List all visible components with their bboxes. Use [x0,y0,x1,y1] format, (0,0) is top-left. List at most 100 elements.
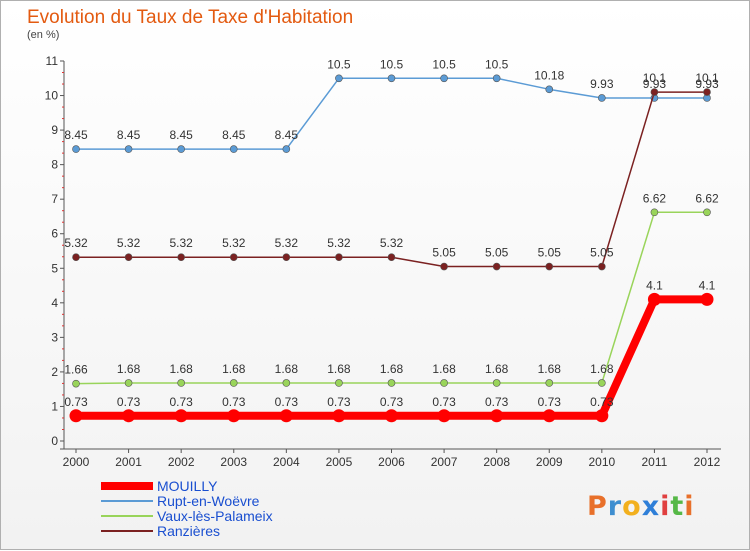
data-point [700,292,714,306]
data-point [598,379,606,387]
data-label: 1.68 [590,362,614,376]
data-point [282,145,291,153]
data-label: 6.62 [695,191,719,205]
data-label: 10.1 [695,71,719,85]
y-tick-label: 0 [51,434,58,448]
y-tick-label: 6 [51,227,58,241]
data-label: 1.68 [485,362,509,376]
data-label: 1.68 [380,362,404,376]
data-point [332,409,346,423]
y-tick-label: 3 [51,330,58,344]
data-label: 0.73 [327,395,351,409]
data-label: 0.73 [169,395,193,409]
y-tick-label: 2 [51,365,58,379]
x-tick-label: 2012 [694,455,721,469]
legend-label: MOUILLY [157,478,218,494]
data-label: 1.66 [64,363,88,377]
data-point [542,409,556,423]
legend-item: Ranzières [101,523,220,539]
data-label: 8.45 [222,128,246,142]
logo-letter: t [670,491,685,522]
data-label: 5.32 [327,236,351,250]
series-lines [69,74,714,423]
data-label: 10.5 [327,57,351,71]
data-point [122,409,136,423]
data-label: 5.05 [432,246,456,260]
x-tick-label: 2008 [483,455,510,469]
data-point [124,253,133,262]
data-point [440,74,448,83]
data-label: 1.68 [432,362,456,376]
logo-letter: i [660,491,671,522]
logo-letter: i [684,491,695,522]
data-point [492,379,501,387]
y-tick-label: 8 [51,158,58,172]
data-point [227,409,241,423]
x-tick-label: 2011 [642,455,668,469]
data-label: 0.73 [64,395,88,409]
data-label: 6.62 [643,191,667,205]
data-label: 4.1 [699,278,716,292]
data-label: 9.93 [643,77,667,91]
data-point [72,145,80,153]
axes: 0 1 2 3 4 5 6 7 8 9 10 11 2000 2001 2002 2003 2004 2005 20… [45,54,721,469]
data-point [335,379,343,387]
data-point [598,94,606,102]
data-label: 5.05 [485,246,509,260]
data-label: 0.73 [380,395,404,409]
data-label: 8.45 [117,128,141,142]
data-point [229,379,238,387]
data-label: 8.45 [169,128,193,142]
legend-item: MOUILLY [101,478,217,494]
data-point [595,409,609,423]
chart-subtitle: (en %) [27,29,60,41]
data-label: 1.68 [327,362,351,376]
x-tick-label: 2004 [273,455,300,469]
data-point [335,74,343,83]
data-label: 0.73 [275,395,299,409]
x-tick-label: 2000 [63,455,90,469]
data-point [598,262,606,271]
data-label: 10.18 [534,68,564,82]
data-label: 10.5 [485,57,509,71]
data-point [124,145,133,153]
data-point [335,253,343,262]
data-label: 5.32 [222,236,246,250]
x-tick-label: 2006 [378,455,405,469]
data-point [650,88,659,96]
data-label: 1.68 [117,362,141,376]
legend-swatch [101,530,153,532]
data-label: 9.93 [590,77,614,91]
data-point [703,88,711,96]
data-point [282,379,291,387]
legend-label: Rupt-en-Woëvre [157,493,260,509]
data-label: 4.1 [646,278,663,292]
data-point [440,262,448,271]
data-point [387,253,396,262]
data-label: 9.93 [695,77,719,91]
y-tick-label: 7 [51,192,58,206]
data-label: 5.32 [117,236,141,250]
data-label: 1.68 [275,362,299,376]
data-label: 5.32 [380,236,404,250]
data-point [72,253,80,262]
data-label: 5.32 [169,236,193,250]
data-point [437,409,451,423]
x-tick-label: 2007 [431,455,458,469]
data-point [282,253,291,262]
data-label: 0.73 [432,395,456,409]
data-point [492,262,501,271]
legend-item: Rupt-en-Woëvre [101,493,259,509]
y-tick-label: 1 [51,399,58,413]
data-label: 5.05 [538,246,562,260]
data-point [492,74,501,83]
legend-item: Vaux-lès-Palameix [101,508,273,524]
data-point [440,379,448,387]
data-point [647,292,661,306]
x-tick-label: 2010 [588,455,615,469]
data-point [387,379,396,387]
data-labels: 8.45 8.45 8.45 8.45 8.45 10.5 10.5 10.5 10.5 10.1… [64,57,719,409]
legend-label: Vaux-lès-Palameix [157,508,273,524]
